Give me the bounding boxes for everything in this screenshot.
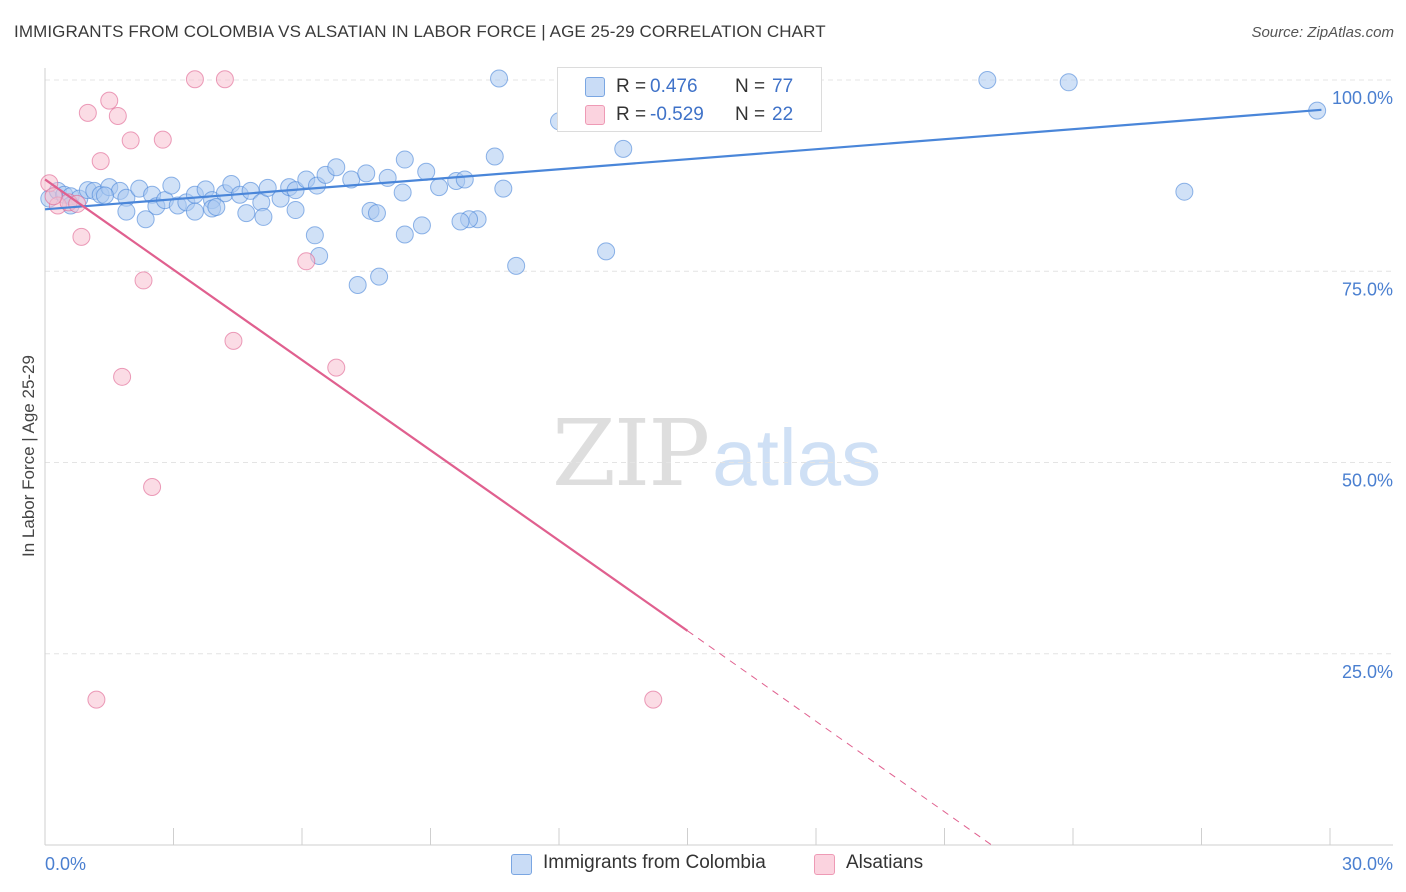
chart-title: IMMIGRANTS FROM COLOMBIA VS ALSATIAN IN … [14, 22, 826, 41]
immigrants-from-colombia-point [305, 226, 324, 245]
immigrants-from-colombia-point [136, 210, 155, 229]
alsatians-point [215, 70, 234, 89]
alsatians-swatch [585, 105, 605, 125]
alsatians-point [153, 130, 172, 149]
alsatians-point [91, 152, 110, 171]
colombia-swatch [585, 77, 605, 97]
immigrants-from-colombia-point [254, 207, 273, 226]
watermark: ZIPatlas [552, 400, 881, 507]
immigrants-from-colombia-point [1175, 182, 1194, 201]
trend-line [44, 178, 689, 632]
series-legend: Immigrants from Colombia Alsatians [0, 852, 1406, 878]
alsatians-point [134, 271, 153, 290]
stats-row-alsatians: R = -0.529 N = 22 [558, 100, 821, 128]
x-tick-label: 30.0% [1342, 854, 1393, 874]
alsatians-point [87, 690, 106, 709]
immigrants-from-colombia-point [597, 242, 616, 261]
legend-label: Alsatians [846, 852, 924, 873]
immigrants-from-colombia-point [430, 178, 449, 197]
immigrants-from-colombia-point [451, 212, 470, 231]
y-axis-label: In Labor Force | Age 25-29 [19, 355, 38, 557]
immigrants-from-colombia-point [485, 147, 504, 166]
immigrants-from-colombia-point [1059, 73, 1078, 92]
immigrants-from-colombia-point [348, 276, 367, 295]
alsatians-point [224, 331, 243, 350]
legend-label: Immigrants from Colombia [543, 852, 766, 873]
immigrants-from-colombia-point [367, 204, 386, 223]
x-tick-label: 0.0% [45, 854, 86, 874]
immigrants-from-colombia-point [327, 158, 346, 177]
immigrants-from-colombia-point [455, 170, 474, 189]
immigrants-from-colombia-point [494, 179, 513, 198]
immigrants-from-colombia-point [117, 202, 136, 221]
immigrants-from-colombia-point [395, 150, 414, 169]
alsatians-point [644, 690, 663, 709]
immigrants-from-colombia-point [614, 139, 633, 158]
y-tick-label: 25.0% [1342, 662, 1393, 682]
r-value: 0.476 [650, 76, 698, 97]
n-label: N = [735, 104, 766, 125]
trend-line [687, 630, 992, 846]
immigrants-from-colombia-point [95, 186, 114, 205]
r-label: R = [616, 76, 647, 97]
alsatians-point [78, 103, 97, 122]
alsatians-point [100, 91, 119, 110]
alsatians-legend-swatch [814, 854, 835, 875]
alsatians-point [185, 70, 204, 89]
colombia-legend-swatch [511, 854, 532, 875]
immigrants-from-colombia-point [185, 202, 204, 221]
n-value: 77 [772, 76, 794, 97]
watermark-zip: ZIP [552, 400, 710, 507]
immigrants-from-colombia-point [370, 267, 389, 286]
stats-legend: R = 0.476 N = 77 R = -0.529 N = 22 [557, 67, 822, 132]
r-value: -0.529 [650, 104, 704, 125]
alsatians-point [297, 252, 316, 271]
watermark-atlas: atlas [712, 413, 882, 502]
immigrants-from-colombia-point [393, 183, 412, 202]
immigrants-from-colombia-point [412, 216, 431, 235]
immigrants-from-colombia-point [241, 181, 260, 200]
immigrants-from-colombia-point [237, 204, 256, 223]
n-value: 22 [772, 104, 794, 125]
y-tick-label: 100.0% [1332, 88, 1393, 108]
immigrants-from-colombia-point [286, 201, 305, 220]
immigrants-from-colombia-point [490, 69, 509, 88]
immigrants-from-colombia-point [162, 176, 181, 195]
alsatians-point [121, 131, 140, 150]
alsatians-point [44, 187, 63, 206]
source-label: Source: ZipAtlas.com [1251, 24, 1394, 41]
alsatians-point [108, 106, 127, 125]
y-tick-label: 75.0% [1342, 279, 1393, 299]
alsatians-point [72, 227, 91, 246]
immigrants-from-colombia-point [507, 256, 526, 275]
immigrants-from-colombia-point [207, 197, 226, 216]
r-label: R = [616, 104, 647, 125]
alsatians-point [113, 367, 132, 386]
immigrants-from-colombia-point [357, 164, 376, 183]
immigrants-from-colombia-point [417, 162, 436, 181]
trend-line [44, 108, 1322, 211]
immigrants-from-colombia-point [395, 225, 414, 244]
n-label: N = [735, 76, 766, 97]
alsatians-point [143, 477, 162, 496]
immigrants-from-colombia-point [978, 71, 997, 89]
alsatians-point [327, 358, 346, 377]
y-tick-label: 50.0% [1342, 471, 1393, 491]
stats-row-colombia: R = 0.476 N = 77 [558, 72, 821, 100]
